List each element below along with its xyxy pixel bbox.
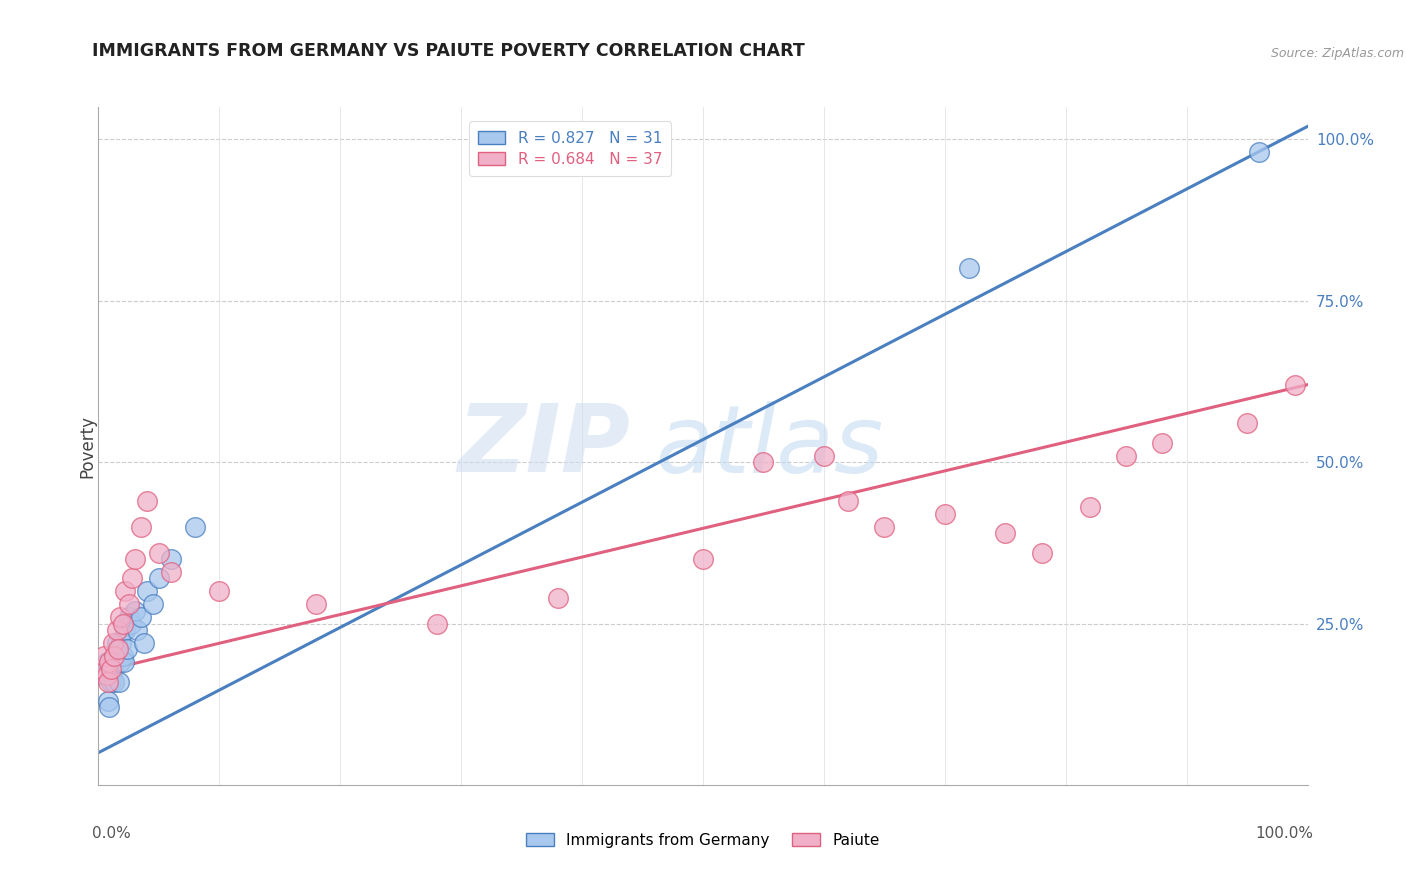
Text: IMMIGRANTS FROM GERMANY VS PAIUTE POVERTY CORRELATION CHART: IMMIGRANTS FROM GERMANY VS PAIUTE POVERT… [93, 42, 806, 60]
Point [93, 668, 115, 682]
Point [100, 674, 122, 689]
Text: Source: ZipAtlas.com: Source: ZipAtlas.com [1271, 46, 1405, 60]
Point [101, 662, 124, 676]
Point [98, 655, 121, 669]
Point [148, 571, 170, 585]
Point [124, 552, 146, 566]
Text: atlas: atlas [655, 401, 883, 491]
Point [100, 662, 122, 676]
Point [124, 604, 146, 618]
Point [108, 610, 131, 624]
Point [120, 616, 142, 631]
Point [1152, 435, 1174, 450]
Point [98, 700, 121, 714]
Point [1249, 145, 1271, 160]
Point [305, 597, 328, 611]
Point [135, 584, 157, 599]
Point [692, 552, 714, 566]
Point [97, 694, 120, 708]
Text: ZIP: ZIP [457, 400, 630, 492]
Point [96, 655, 118, 669]
Point [160, 565, 183, 579]
Point [117, 642, 139, 657]
Point [111, 616, 134, 631]
Point [111, 648, 134, 663]
Point [108, 674, 131, 689]
Point [114, 623, 136, 637]
Point [873, 519, 896, 533]
Point [752, 455, 775, 469]
Point [837, 494, 859, 508]
Point [118, 610, 141, 624]
Point [184, 519, 207, 533]
Point [91, 662, 114, 676]
Point [135, 494, 157, 508]
Text: 0.0%: 0.0% [93, 826, 131, 840]
Point [1284, 377, 1306, 392]
Legend: Immigrants from Germany, Paiute: Immigrants from Germany, Paiute [519, 825, 887, 855]
Point [110, 636, 132, 650]
Point [1115, 449, 1137, 463]
Point [934, 507, 956, 521]
Point [1031, 545, 1053, 559]
Point [108, 655, 131, 669]
Point [129, 610, 152, 624]
Point [134, 636, 156, 650]
Point [103, 648, 125, 663]
Point [96, 668, 118, 682]
Point [208, 584, 231, 599]
Point [100, 668, 122, 682]
Point [121, 571, 143, 585]
Point [107, 642, 129, 657]
Point [118, 597, 141, 611]
Point [114, 584, 136, 599]
Point [1236, 417, 1258, 431]
Point [104, 648, 127, 663]
Point [142, 597, 165, 611]
Point [105, 636, 128, 650]
Point [127, 623, 149, 637]
Point [813, 449, 835, 463]
Point [97, 674, 120, 689]
Point [547, 591, 569, 605]
Point [148, 545, 170, 559]
Point [994, 526, 1017, 541]
Point [957, 261, 980, 276]
Point [103, 674, 125, 689]
Point [105, 623, 128, 637]
Point [426, 616, 449, 631]
Point [129, 519, 152, 533]
Point [107, 642, 129, 657]
Text: 100.0%: 100.0% [1256, 826, 1313, 840]
Y-axis label: Poverty: Poverty [79, 415, 96, 477]
Point [101, 636, 124, 650]
Point [1078, 500, 1101, 515]
Point [93, 648, 115, 663]
Point [112, 655, 135, 669]
Point [160, 552, 183, 566]
